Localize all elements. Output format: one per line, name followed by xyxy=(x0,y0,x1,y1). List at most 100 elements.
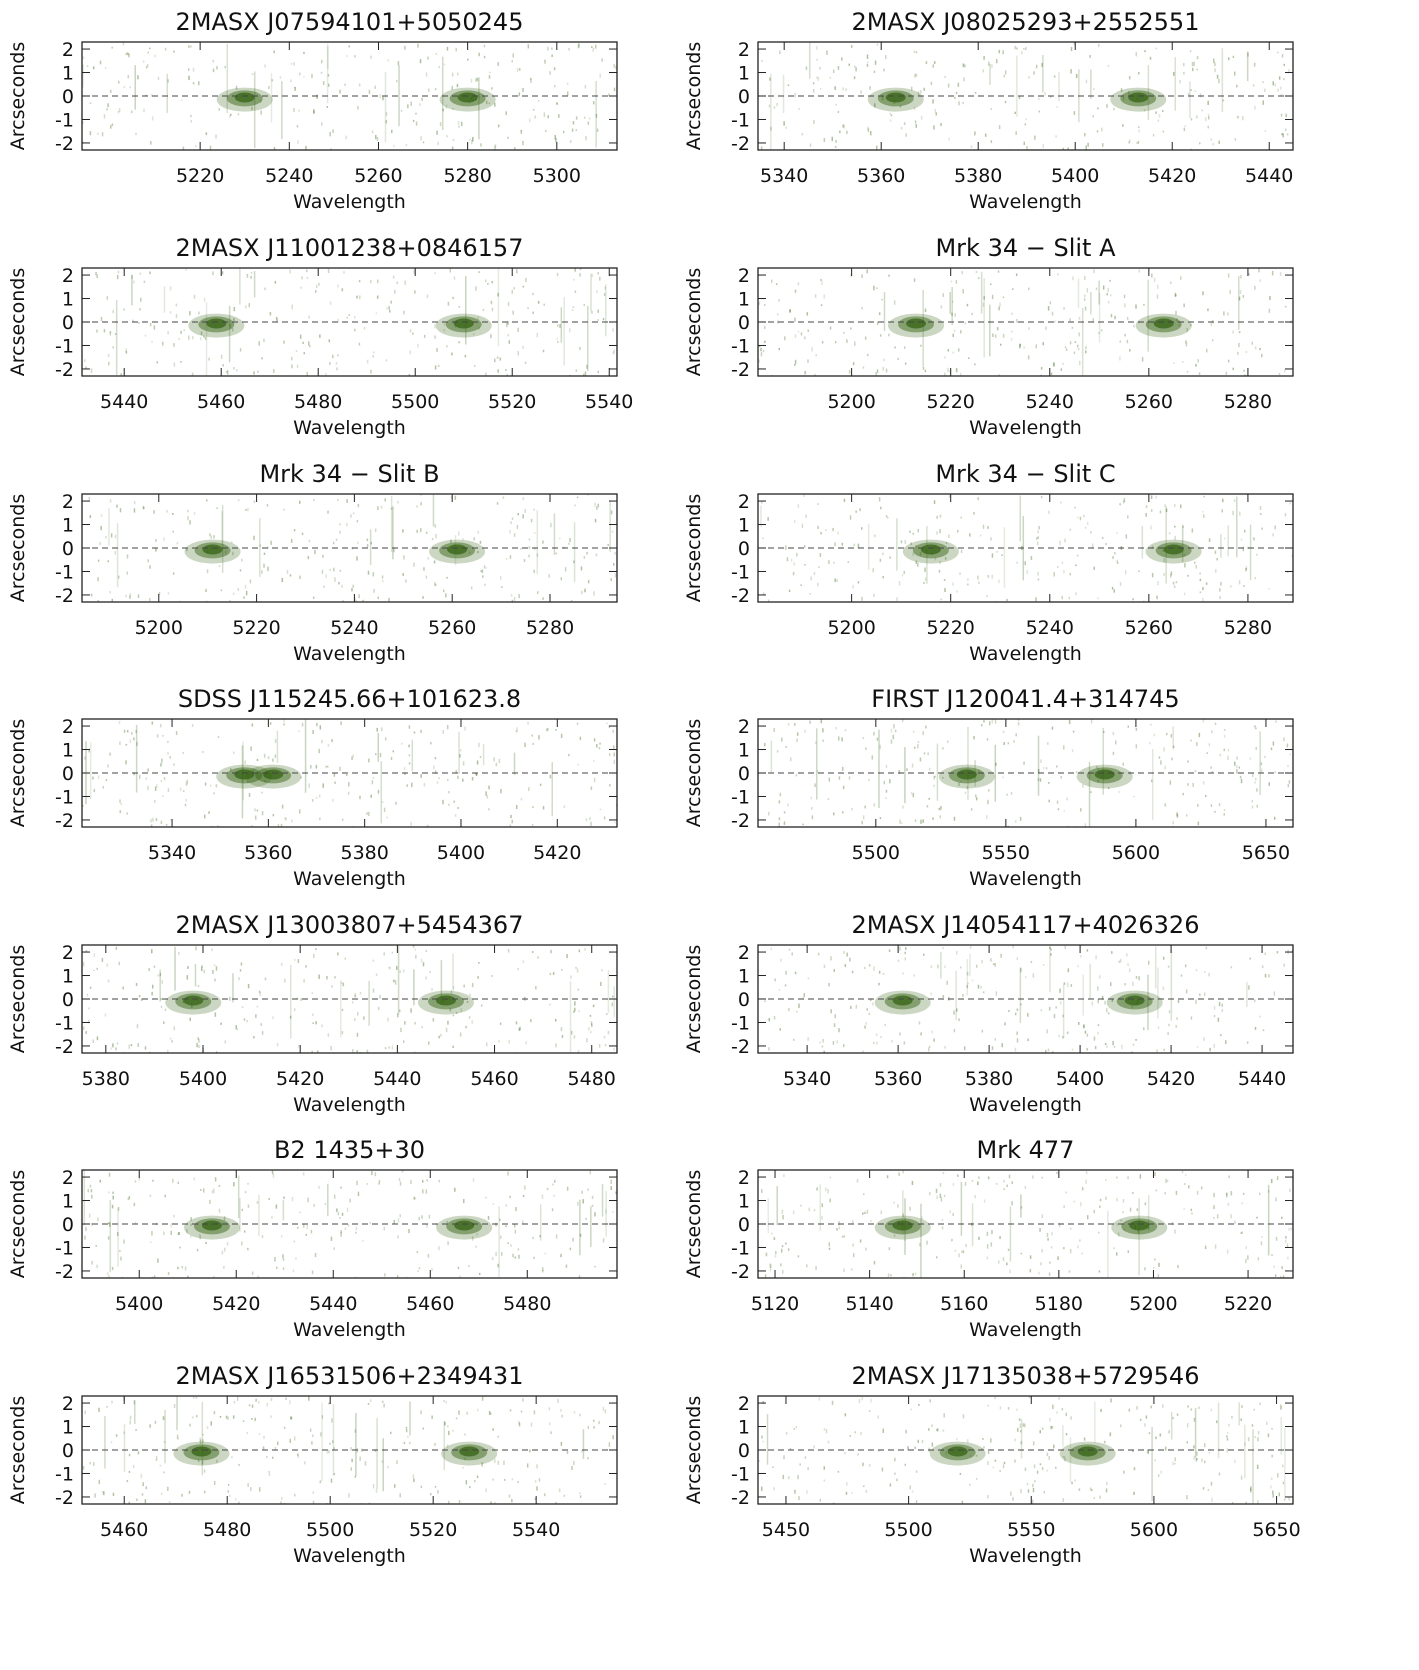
noise xyxy=(1120,341,1122,343)
streak xyxy=(1250,525,1252,581)
noise xyxy=(1036,344,1038,348)
noise xyxy=(574,1001,576,1005)
noise xyxy=(181,1266,183,1268)
noise xyxy=(1025,118,1027,120)
streak xyxy=(1247,51,1249,81)
noise xyxy=(1185,1174,1187,1176)
noise xyxy=(1093,567,1095,570)
noise xyxy=(844,125,846,129)
noise xyxy=(527,722,529,725)
noise xyxy=(1160,1471,1162,1474)
noise xyxy=(912,1181,914,1185)
y-tick-label: -2 xyxy=(731,1036,750,1058)
noise xyxy=(1016,319,1018,323)
noise xyxy=(1134,1467,1136,1470)
noise xyxy=(459,1500,461,1503)
noise xyxy=(138,1451,140,1454)
noise xyxy=(1073,731,1075,733)
noise xyxy=(387,1466,389,1469)
noise xyxy=(302,342,304,344)
noise xyxy=(1232,368,1234,370)
noise xyxy=(883,1429,885,1433)
noise xyxy=(484,584,486,586)
noise xyxy=(987,1495,989,1498)
noise xyxy=(512,53,514,57)
noise xyxy=(1160,760,1162,764)
noise xyxy=(1040,1463,1042,1465)
noise xyxy=(973,736,975,739)
noise xyxy=(403,1040,405,1043)
noise xyxy=(1253,537,1255,540)
noise xyxy=(1241,779,1243,783)
x-tick-label: 5500 xyxy=(852,842,900,864)
noise xyxy=(125,760,127,764)
noise xyxy=(570,976,572,979)
noise xyxy=(951,1239,953,1242)
noise xyxy=(954,1029,956,1032)
noise xyxy=(788,1008,790,1011)
noise xyxy=(807,330,809,332)
noise xyxy=(936,1256,938,1258)
noise xyxy=(774,1016,776,1020)
noise xyxy=(1165,766,1167,770)
emission-line xyxy=(939,765,995,789)
y-axis-label: Arcseconds xyxy=(7,945,29,1054)
noise xyxy=(452,1046,454,1048)
noise xyxy=(1174,536,1176,540)
noise xyxy=(839,776,841,779)
noise xyxy=(1289,780,1291,784)
noise xyxy=(591,311,593,314)
noise xyxy=(524,559,526,562)
noise xyxy=(933,785,935,787)
noise xyxy=(1173,362,1175,364)
noise xyxy=(508,1040,510,1044)
noise xyxy=(1256,788,1258,791)
noise xyxy=(983,525,985,529)
streak xyxy=(1227,525,1229,556)
noise xyxy=(1130,1208,1132,1212)
noise xyxy=(452,86,454,90)
noise xyxy=(1078,332,1080,336)
noise xyxy=(593,1420,595,1422)
noise xyxy=(587,1457,589,1459)
noise xyxy=(590,1015,592,1017)
noise xyxy=(543,304,545,306)
noise xyxy=(873,1042,875,1044)
noise xyxy=(195,145,197,147)
noise xyxy=(250,276,252,279)
noise xyxy=(291,364,293,368)
noise xyxy=(447,47,449,51)
noise xyxy=(350,1447,352,1450)
noise xyxy=(91,1195,93,1199)
noise xyxy=(270,312,272,315)
noise xyxy=(250,1487,252,1491)
noise xyxy=(860,1239,862,1242)
noise xyxy=(331,739,333,742)
noise xyxy=(771,280,773,283)
noise xyxy=(1017,957,1019,960)
noise xyxy=(1025,1186,1027,1189)
noise xyxy=(782,1270,784,1274)
noise xyxy=(594,778,596,782)
noise xyxy=(146,1486,148,1489)
noise xyxy=(583,304,585,306)
noise xyxy=(438,1036,440,1039)
noise xyxy=(1264,952,1266,955)
noise xyxy=(894,1473,896,1475)
noise xyxy=(1259,1016,1261,1018)
y-tick-label: -2 xyxy=(731,1261,750,1283)
noise xyxy=(177,1267,179,1269)
noise xyxy=(427,557,429,560)
noise xyxy=(883,973,885,975)
noise xyxy=(956,951,958,955)
noise xyxy=(423,142,425,144)
noise xyxy=(426,532,428,534)
noise xyxy=(402,529,404,532)
noise xyxy=(237,1028,239,1030)
noise xyxy=(226,371,228,373)
noise xyxy=(169,1501,171,1503)
noise xyxy=(200,1189,202,1191)
noise xyxy=(899,1032,901,1035)
noise xyxy=(1098,44,1100,47)
noise xyxy=(173,763,175,765)
